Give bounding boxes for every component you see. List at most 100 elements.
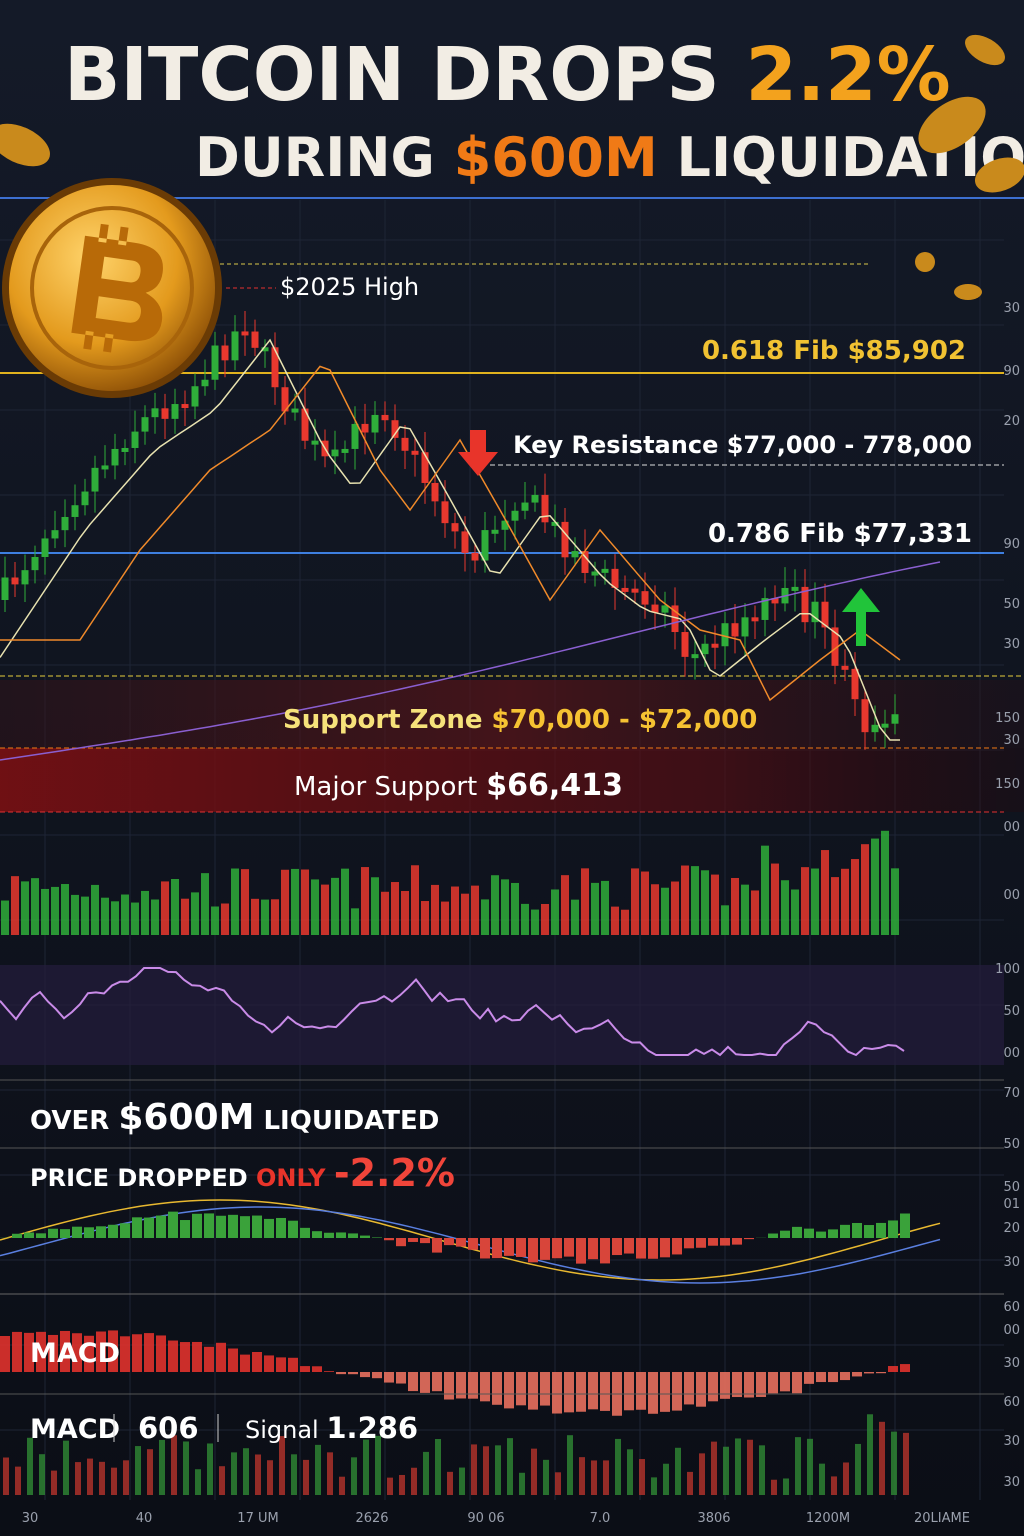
histogram-bar: [648, 1238, 658, 1259]
summary-amount: $600M: [118, 1097, 254, 1138]
volume-bar-2: [603, 1460, 609, 1495]
macd-bar: [288, 1357, 298, 1372]
volume-bar-2: [435, 1438, 441, 1495]
summary-only: ONLY: [256, 1164, 326, 1192]
histogram-bar: [876, 1222, 886, 1238]
volume-bar: [801, 867, 809, 935]
subtitle-highlight: $600M: [454, 126, 658, 189]
histogram-bar: [576, 1238, 586, 1264]
histogram-bar: [840, 1224, 850, 1238]
volume-bar: [641, 871, 649, 935]
volume-bar-2: [663, 1463, 669, 1495]
histogram-bar: [768, 1233, 778, 1238]
macd-bar: [732, 1372, 742, 1398]
right-axis-label: 20: [1003, 1221, 1020, 1236]
macd-bar: [660, 1372, 670, 1412]
histogram-bar: [828, 1229, 838, 1238]
fib786-price: $77,331: [854, 519, 972, 549]
volume-bar-2: [231, 1452, 237, 1495]
candle: [1, 577, 9, 600]
macd-bar: [648, 1372, 658, 1414]
histogram-bar: [72, 1226, 82, 1238]
volume-bar: [701, 870, 709, 935]
bottom-axis-label: 20LIAME: [914, 1511, 970, 1526]
macd-bar: [108, 1330, 118, 1372]
volume-bar: [461, 893, 469, 935]
histogram-bar: [444, 1238, 454, 1246]
volume-bar-2: [63, 1440, 69, 1495]
volume-bar-2: [243, 1448, 249, 1495]
volume-bar: [211, 906, 219, 935]
histogram-bar: [900, 1213, 910, 1238]
volume-bar-2: [747, 1439, 753, 1495]
volume-bar-2: [771, 1479, 777, 1495]
title-text: BITCOIN DROPS: [64, 32, 720, 118]
volume-bar-2: [159, 1439, 165, 1495]
candle: [591, 571, 599, 576]
volume-bar-2: [363, 1439, 369, 1495]
moving-average: [0, 338, 900, 741]
volume-bar: [151, 899, 159, 935]
candle: [351, 423, 359, 449]
rsi-line: [0, 967, 905, 1057]
histogram-bar: [420, 1238, 430, 1244]
macd-bar: [576, 1372, 586, 1412]
volume-bar-2: [531, 1448, 537, 1495]
volume-bar: [681, 865, 689, 935]
candle: [621, 587, 629, 592]
volume-bar: [11, 876, 19, 935]
right-axis-label: 01: [1003, 1197, 1020, 1212]
macd-title: MACD: [30, 1338, 120, 1369]
signal-label: Signal: [245, 1416, 319, 1444]
signal-value: 1.286: [326, 1411, 418, 1445]
volume-bar: [631, 868, 639, 935]
candle: [651, 604, 659, 613]
candle: [141, 417, 149, 432]
candle: [581, 551, 589, 573]
candle: [491, 529, 499, 534]
volume-bar: [201, 873, 209, 935]
histogram-bar: [120, 1223, 130, 1238]
macd-bar: [720, 1372, 730, 1399]
volume-bar-2: [399, 1474, 405, 1495]
macd-bar: [468, 1372, 478, 1399]
macd-bar: [528, 1372, 538, 1410]
volume-bar: [161, 881, 169, 935]
volume-bar: [851, 859, 859, 935]
volume-bar-2: [519, 1472, 525, 1495]
candle: [611, 568, 619, 588]
volume-bar: [691, 866, 699, 935]
histogram-bar: [624, 1238, 634, 1254]
candle: [861, 699, 869, 733]
histogram-bar: [84, 1227, 94, 1238]
candle: [81, 491, 89, 506]
histogram-bar: [276, 1217, 286, 1238]
volume-bar-2: [627, 1449, 633, 1495]
right-axis-label: 30: [1003, 1356, 1020, 1371]
volume-bar-2: [495, 1445, 501, 1495]
volume-bar-2: [3, 1457, 9, 1495]
volume-bar-2: [699, 1453, 705, 1495]
volume-bar-2: [135, 1446, 141, 1495]
price-chart: [0, 310, 941, 1284]
volume-bar: [741, 884, 749, 935]
candle: [331, 449, 339, 457]
volume-bar: [271, 899, 279, 935]
macd-bar: [588, 1372, 598, 1410]
right-axis-label: 50: [1003, 597, 1020, 612]
macd-bar: [252, 1351, 262, 1372]
macd-bar: [900, 1364, 910, 1372]
volume-bar-2: [711, 1441, 717, 1495]
volume-bar: [431, 884, 439, 935]
candle: [751, 617, 759, 622]
volume-bar-2: [471, 1444, 477, 1495]
volume-bar-2: [339, 1476, 345, 1495]
volume-bar: [291, 868, 299, 935]
right-axis-label: 150: [995, 711, 1020, 726]
major-support-zone: [0, 748, 1024, 812]
candle: [691, 654, 699, 659]
candle: [461, 531, 469, 553]
bitcoin-coin: [2, 178, 222, 398]
volume-bar: [541, 903, 549, 935]
volume-bar: [421, 901, 429, 935]
